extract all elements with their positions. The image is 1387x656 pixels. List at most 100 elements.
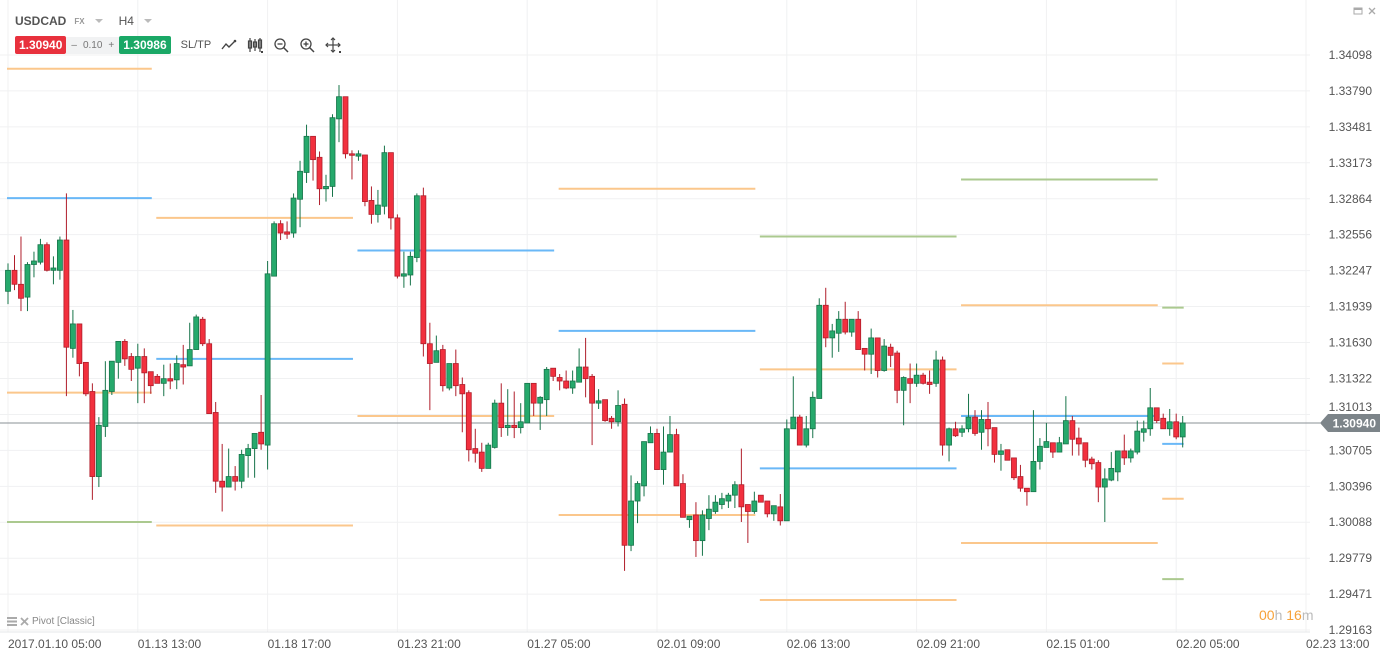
candle-body (1160, 417, 1167, 430)
candle-body (926, 381, 933, 385)
candle-body (1153, 407, 1160, 422)
sell-price-button[interactable]: 1.30940 (15, 36, 67, 54)
indicator-remove-icon[interactable] (20, 617, 29, 626)
candle-body (297, 170, 303, 200)
symbol-label[interactable]: USDCAD (15, 14, 67, 28)
candle-body (1062, 420, 1069, 445)
timeframe-label[interactable]: H4 (118, 14, 134, 28)
sl-tp-button[interactable]: SL/TP (180, 39, 212, 51)
candle-body (855, 318, 862, 350)
spread-plus[interactable]: + (108, 39, 115, 51)
candle (602, 399, 608, 422)
candle (744, 504, 751, 543)
candle (316, 151, 323, 206)
symbol-dropdown-caret-icon[interactable] (94, 19, 103, 23)
candle-body (368, 200, 375, 215)
candle (459, 377, 466, 433)
candle-body (1108, 467, 1115, 481)
timeframe-dropdown-caret-icon[interactable] (143, 19, 152, 23)
buy-price-button[interactable]: 1.30986 (119, 36, 171, 54)
candle (1024, 487, 1030, 506)
candle-body (173, 363, 180, 381)
candle (452, 349, 459, 397)
candle-body (998, 450, 1004, 455)
candle (232, 466, 239, 491)
candle-body (1173, 421, 1180, 438)
candle (82, 361, 89, 397)
candle (563, 370, 570, 390)
candle (50, 256, 57, 285)
candle-body (738, 484, 745, 508)
y-tick-label: 1.31630 (1329, 336, 1373, 350)
candle (323, 174, 329, 202)
candle (89, 383, 96, 500)
candle (1166, 408, 1173, 436)
crosshair-move-icon[interactable] (325, 37, 342, 53)
candle (426, 322, 433, 411)
line-chart-icon[interactable] (221, 37, 237, 53)
price-tag-shape (1320, 413, 1380, 432)
candle-body (796, 416, 803, 446)
candle (641, 441, 647, 497)
candle-body (400, 273, 407, 277)
zoom-out-icon[interactable] (273, 37, 289, 53)
y-tick-label: 1.29779 (1329, 551, 1373, 565)
candle-body (874, 337, 881, 371)
indicator-settings-icon[interactable] (7, 617, 17, 626)
candle-body (141, 356, 148, 374)
candle-body (128, 356, 135, 370)
candle (660, 426, 667, 485)
candle-body (1011, 457, 1017, 479)
candle (446, 363, 453, 391)
candle-body (751, 500, 758, 512)
y-tick-label: 1.32556 (1329, 228, 1373, 242)
spread-value: 0.10 (82, 39, 103, 51)
candle-body (504, 424, 511, 429)
candle-body (271, 223, 277, 277)
candle (1088, 456, 1095, 470)
close-icon[interactable] (1367, 6, 1377, 16)
zoom-in-icon[interactable] (299, 37, 315, 53)
minimize-icon[interactable] (1353, 6, 1363, 16)
candle-body (167, 378, 174, 382)
candle-body (160, 378, 167, 384)
candle (855, 311, 862, 350)
y-tick-label: 1.34098 (1329, 48, 1373, 62)
candlestick-type-icon[interactable] (247, 37, 264, 53)
candle-body (524, 382, 531, 424)
candle-body (615, 405, 621, 423)
candle-body (355, 153, 362, 157)
y-tick-label: 1.30088 (1329, 515, 1373, 529)
candle-body (1114, 450, 1121, 473)
candle (121, 339, 128, 366)
candle (926, 370, 933, 394)
candle-body (582, 366, 589, 380)
candle (1056, 436, 1063, 453)
candle-body (686, 515, 693, 521)
candle (809, 391, 816, 439)
candle (212, 401, 219, 493)
candle (128, 353, 135, 382)
candle (738, 448, 745, 522)
candle-body (550, 367, 557, 377)
candle-body (595, 400, 602, 404)
candle (550, 367, 557, 382)
candle (582, 337, 589, 398)
spread-minus[interactable]: – (71, 39, 77, 51)
candle (706, 495, 712, 531)
candle-body (1069, 420, 1076, 440)
candle-body (790, 416, 797, 430)
candle-body (647, 433, 654, 444)
candle-body (1049, 442, 1056, 453)
candle (24, 262, 31, 312)
candle-body (134, 356, 141, 369)
y-tick-label: 1.30705 (1329, 443, 1373, 457)
candle-body (446, 363, 453, 389)
candle (388, 152, 394, 230)
x-tick-label: 02.15 01:00 (1046, 637, 1110, 651)
candle-body (757, 494, 764, 503)
candle-body (1101, 478, 1108, 488)
candle-body (1030, 461, 1037, 493)
candle-body (491, 402, 498, 448)
